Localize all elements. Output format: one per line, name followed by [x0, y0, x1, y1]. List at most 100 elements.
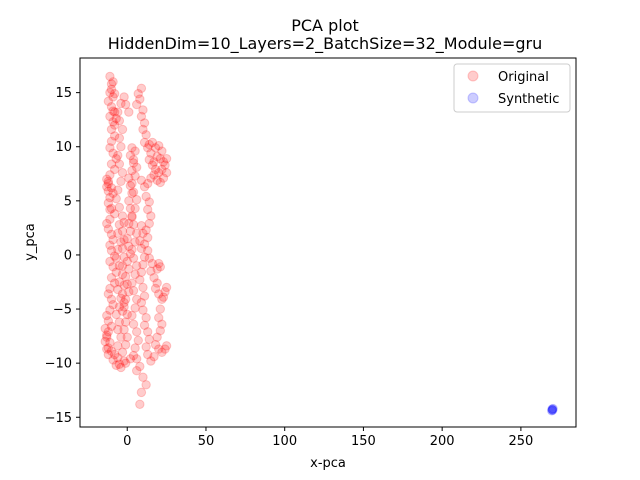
original-point-66 — [117, 269, 128, 280]
original-point-258 — [103, 186, 114, 196]
original-point-166 — [157, 164, 167, 175]
original-point-10 — [109, 131, 120, 141]
synthetic-point-3 — [548, 405, 558, 415]
y-axis-label: y_pca — [23, 223, 38, 261]
original-point-159 — [139, 137, 150, 148]
original-point-196 — [144, 253, 154, 263]
original-point-153 — [131, 99, 142, 110]
original-point-197 — [147, 258, 158, 269]
series-synthetic-points — [547, 403, 558, 416]
original-point-225 — [143, 327, 153, 337]
legend-box — [453, 63, 571, 113]
original-point-194 — [139, 239, 150, 249]
original-point-160 — [143, 143, 153, 153]
original-point-116 — [125, 150, 136, 161]
original-point-18 — [102, 174, 112, 184]
original-point-25 — [109, 209, 120, 219]
original-point-173 — [146, 173, 156, 183]
original-point-244 — [103, 349, 114, 360]
original-point-87 — [119, 92, 129, 102]
original-point-127 — [128, 219, 139, 230]
x-tick-label-50: 50 — [198, 434, 215, 449]
original-point-158 — [141, 130, 151, 140]
original-point-117 — [127, 143, 137, 153]
original-point-264 — [119, 252, 129, 262]
original-point-103 — [125, 249, 136, 259]
original-point-94 — [120, 317, 131, 327]
original-point-261 — [117, 226, 128, 236]
original-point-164 — [150, 164, 161, 175]
synthetic-point-0 — [547, 404, 558, 415]
original-point-251 — [111, 113, 121, 124]
original-point-64 — [113, 284, 123, 295]
original-point-213 — [155, 325, 166, 336]
original-point-80 — [113, 150, 123, 161]
original-point-188 — [144, 197, 154, 207]
original-point-238 — [138, 228, 148, 239]
original-point-121 — [130, 171, 140, 181]
original-point-265 — [117, 261, 128, 271]
original-point-2 — [105, 87, 115, 98]
x-tick-label-250: 250 — [508, 434, 533, 449]
original-point-235 — [139, 252, 150, 262]
original-point-39 — [105, 283, 115, 294]
original-point-268 — [119, 297, 129, 308]
original-point-68 — [111, 253, 121, 263]
original-point-250 — [109, 120, 120, 130]
original-point-239 — [136, 221, 147, 231]
original-point-106 — [125, 226, 136, 236]
original-point-215 — [150, 340, 161, 350]
original-point-54 — [114, 359, 125, 369]
plot-area — [80, 58, 576, 427]
x-axis-label: x-pca — [310, 456, 346, 471]
original-point-176 — [136, 175, 147, 185]
original-point-4 — [103, 96, 114, 106]
original-point-257 — [102, 182, 112, 192]
original-point-207 — [160, 287, 170, 297]
legend: Original Synthetic — [453, 63, 571, 113]
original-point-182 — [152, 151, 162, 162]
original-point-190 — [146, 211, 156, 221]
original-point-229 — [136, 297, 147, 308]
original-point-21 — [108, 188, 118, 198]
original-point-98 — [124, 287, 134, 297]
original-point-183 — [149, 157, 159, 167]
original-point-31 — [105, 240, 115, 250]
original-point-95 — [122, 309, 132, 320]
original-point-7 — [105, 111, 115, 122]
original-point-5 — [106, 102, 117, 112]
original-point-56 — [119, 356, 129, 366]
original-point-243 — [102, 344, 112, 354]
original-point-151 — [136, 83, 147, 94]
original-point-234 — [138, 259, 148, 270]
original-point-128 — [131, 228, 142, 239]
x-tick-label-200: 200 — [430, 434, 455, 449]
original-point-252 — [108, 106, 118, 116]
original-point-16 — [109, 164, 120, 175]
original-point-43 — [105, 305, 115, 315]
original-point-198 — [146, 266, 156, 276]
original-point-101 — [124, 264, 134, 274]
original-point-226 — [139, 320, 150, 330]
original-point-14 — [111, 153, 121, 164]
y-axis-ticks: −15 −10 −5 0 5 10 15 — [45, 86, 80, 426]
original-point-115 — [128, 158, 139, 168]
original-point-32 — [106, 245, 117, 256]
original-point-86 — [116, 98, 126, 109]
original-point-242 — [100, 336, 110, 347]
y-tick-label-0: 0 — [64, 248, 72, 263]
original-point-233 — [136, 267, 147, 277]
original-point-156 — [139, 118, 150, 128]
y-tick-label--15: −15 — [45, 411, 72, 426]
original-point-23 — [103, 198, 114, 208]
original-point-40 — [103, 289, 114, 299]
original-point-157 — [138, 124, 148, 135]
original-point-55 — [116, 362, 126, 373]
original-point-222 — [143, 349, 153, 360]
original-point-256 — [103, 176, 114, 187]
original-point-124 — [131, 195, 142, 205]
original-point-33 — [109, 251, 120, 261]
original-point-266 — [119, 280, 129, 290]
original-point-201 — [154, 258, 164, 269]
original-point-134 — [127, 278, 137, 288]
